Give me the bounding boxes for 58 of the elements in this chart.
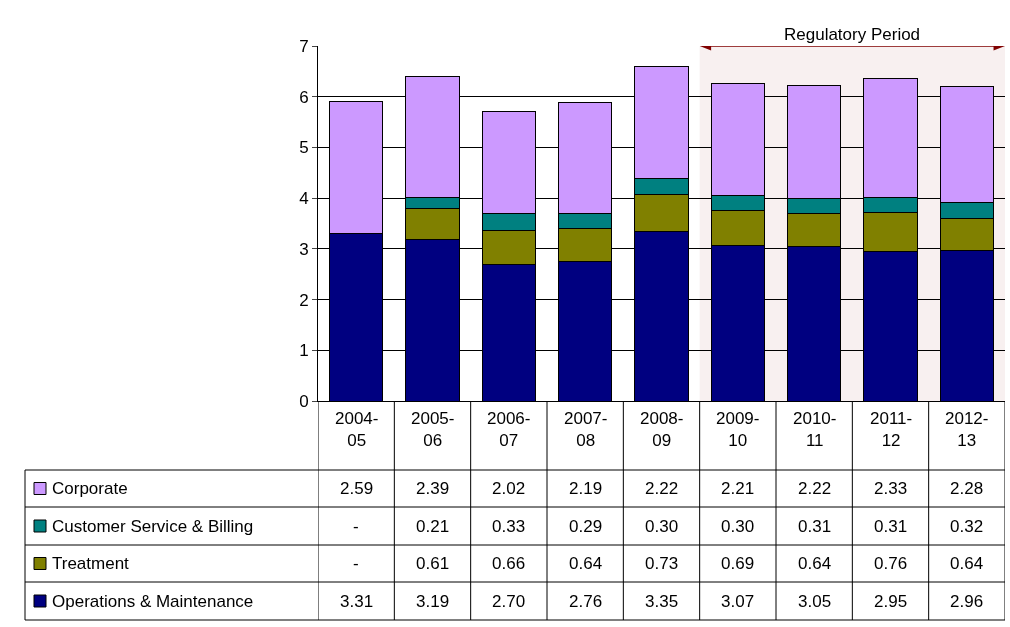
data-label: 0.61 [416,554,450,573]
data-label: 0.31 [874,517,908,536]
data-label: 0.29 [569,517,603,536]
text: - [353,554,359,573]
x-tick-label: 2007-08 [564,409,608,451]
data-label: 3.19 [416,592,450,611]
y-tick-label: 3 [299,239,309,259]
data-label: 0.33 [492,517,526,536]
data-label: 3.31 [340,592,374,611]
data-label: 2.39 [416,479,450,498]
y-tick-label: 1 [299,341,309,361]
data-label: 2.22 [798,479,832,498]
data-label: 2.02 [492,479,526,498]
data-label: 3.05 [798,592,832,611]
data-label: 2.19 [569,479,603,498]
data-label: 0.66 [492,554,526,573]
data-label: 3.35 [645,592,679,611]
legend-label: Corporate [52,479,128,498]
data-label: 2.95 [874,592,908,611]
data-label: 0.31 [798,517,832,536]
x-tick-label: 2010-11 [793,409,837,451]
x-tick-label: 2005-06 [411,409,455,451]
x-tick-label: 2006-07 [487,409,531,451]
data-label: 0.69 [721,554,755,573]
band-label: Regulatory Period [784,25,921,44]
y-tick-label: 5 [299,138,309,158]
data-label: 0.64 [950,554,984,573]
x-tick-label: 2011-12 [870,409,913,451]
data-label: 2.76 [569,592,603,611]
data-label: 3.07 [721,592,755,611]
y-tick-label: 0 [299,391,309,411]
legend-label: Treatment [52,554,130,573]
legend-label: Operations & Maintenance [52,592,254,611]
data-label: 0.64 [798,554,832,573]
data-label: 2.21 [721,479,755,498]
data-label: 0.73 [645,554,679,573]
data-label: 2.70 [492,592,526,611]
data-label: 0.76 [874,554,908,573]
x-tick-label: 2012-13 [945,409,989,451]
data-label: 2.33 [874,479,908,498]
legend-label: Customer Service & Billing [52,517,254,536]
x-tick-label: 2004-05 [335,409,379,451]
y-tick-label: 2 [299,290,309,310]
data-label: 0.30 [721,517,755,536]
text: - [353,517,359,536]
data-label: 2.96 [950,592,984,611]
y-tick-label: 7 [299,36,309,56]
data-label: 0.21 [416,517,450,536]
data-label: 2.22 [645,479,679,498]
data-label: 0.32 [950,517,984,536]
data-label: 2.28 [950,479,984,498]
data-label: 0.64 [569,554,603,573]
data-label: 2.59 [340,479,374,498]
x-tick-label: 2009-10 [716,409,760,451]
x-tick-label: 2008-09 [640,409,684,451]
data-label: 0.30 [645,517,679,536]
y-tick-label: 6 [299,87,309,107]
y-tick-label: 4 [299,189,309,209]
